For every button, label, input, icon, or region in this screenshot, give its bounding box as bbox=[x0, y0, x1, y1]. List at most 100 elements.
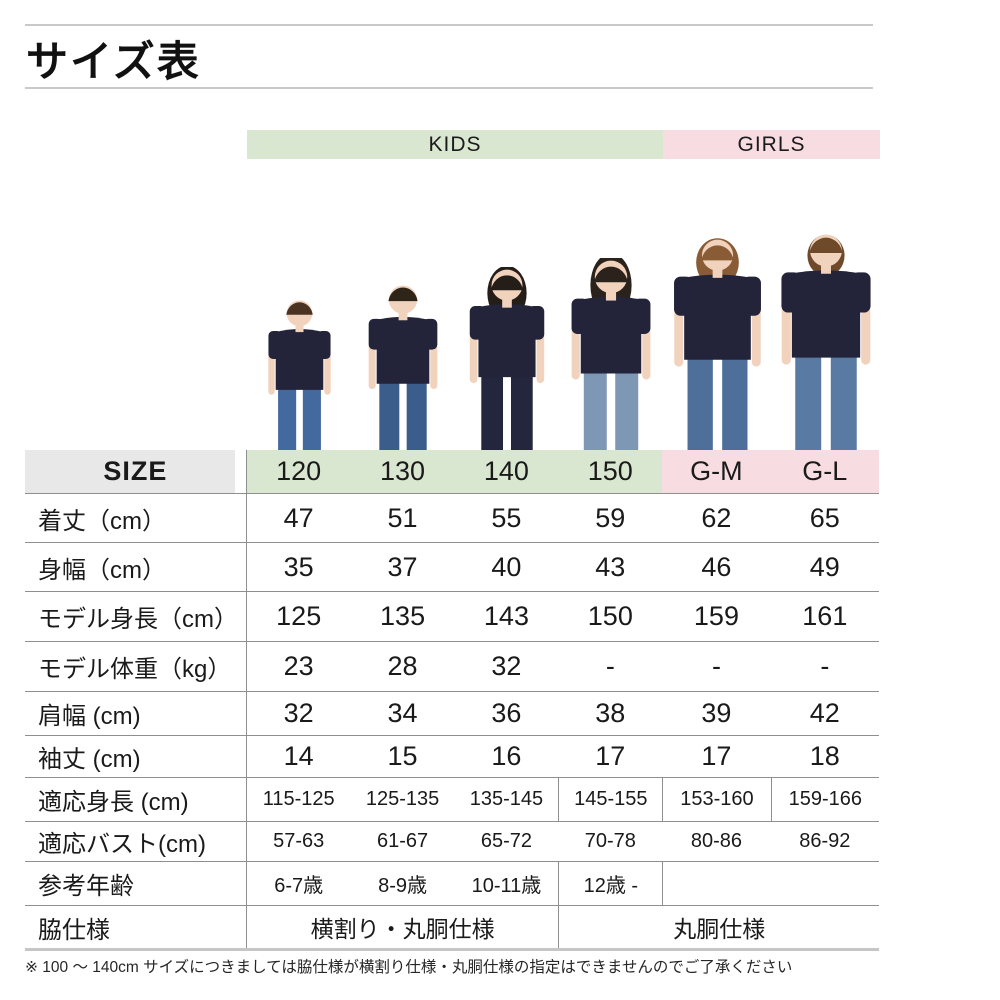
value-cell: 46 bbox=[701, 551, 732, 582]
model-photo-G-M bbox=[658, 237, 777, 455]
value-cell: 65-72 bbox=[480, 830, 533, 852]
row-label: 脇仕様 bbox=[25, 906, 247, 948]
value-cell: 38 bbox=[595, 698, 626, 728]
row-label: モデル体重（kg） bbox=[25, 642, 247, 691]
value-cell: 145-155 bbox=[558, 778, 662, 821]
value-cell: 135 bbox=[380, 601, 426, 631]
table-row: 着丈（cm） 47 51 55 59 62 65 bbox=[25, 494, 879, 543]
value-cell: 57-63 bbox=[273, 830, 325, 852]
row-label: モデル身長（cm） bbox=[25, 592, 247, 641]
value-cell: - bbox=[605, 651, 615, 681]
table-row: 身幅（cm） 35 37 40 43 46 49 bbox=[25, 543, 879, 592]
size-col-header-150: 150 bbox=[558, 450, 663, 493]
value-cell: 16 bbox=[491, 741, 522, 771]
value-cell: 135-145 bbox=[469, 788, 544, 810]
table-row: モデル身長（cm） 125 135 143 150 159 161 bbox=[25, 592, 879, 642]
title-divider bbox=[25, 87, 873, 89]
value-cell: 36 bbox=[491, 698, 522, 728]
table-row: 参考年齢 6-7歳 8-9歳 10-11歳 12歳 - bbox=[25, 862, 879, 906]
value-cell: 65 bbox=[809, 502, 840, 533]
model-photo-150 bbox=[557, 253, 665, 455]
kids-band-label: KIDS bbox=[428, 132, 482, 156]
value-cell: 153-160 bbox=[662, 778, 770, 821]
table-row: 袖丈 (cm) 14 15 16 17 17 18 bbox=[25, 736, 879, 778]
value-cell: 40 bbox=[491, 551, 522, 582]
value-cell: 32 bbox=[283, 698, 314, 728]
value-cell: 55 bbox=[491, 502, 522, 533]
top-divider bbox=[25, 24, 873, 26]
value-cell: 86-92 bbox=[799, 830, 851, 852]
row-label: 身幅（cm） bbox=[25, 543, 247, 591]
table-row: 適応身長 (cm) 115-125 125-135 135-145 145-155 153… bbox=[25, 778, 879, 822]
size-col-header-G-M: G-M bbox=[662, 450, 771, 493]
model-photo-120 bbox=[257, 298, 342, 455]
kids-band: KIDS bbox=[247, 130, 663, 159]
size-col-header-120: 120 bbox=[246, 450, 351, 493]
row-label: 肩幅 (cm) bbox=[25, 692, 247, 735]
value-cell bbox=[662, 862, 770, 905]
value-cell: 150 bbox=[587, 601, 633, 631]
value-cell: 51 bbox=[387, 502, 418, 533]
value-cell: 125 bbox=[276, 601, 322, 631]
table-row: 脇仕様 横割り・丸胴仕様 丸胴仕様 bbox=[25, 906, 879, 948]
merged-value-cell: 横割り・丸胴仕様 bbox=[310, 916, 495, 942]
table-row: モデル体重（kg） 23 28 32 - - - bbox=[25, 642, 879, 692]
value-cell: 49 bbox=[809, 551, 840, 582]
row-label: 適応バスト(cm) bbox=[25, 822, 247, 861]
size-table: SIZE 120 130 140 150 G-M G-L 着丈（cm） 47 51 55 59 62 65… bbox=[25, 450, 879, 951]
value-cell: 161 bbox=[802, 601, 848, 631]
value-cell: 39 bbox=[701, 698, 732, 728]
value-cell: 23 bbox=[283, 651, 314, 681]
value-cell: 17 bbox=[595, 741, 626, 771]
footnote: ※ 100 ～ 140cm サイズにつきましては脇仕様が横割り仕様・丸胴仕様の指… bbox=[25, 959, 793, 976]
row-label: 着丈（cm） bbox=[25, 494, 247, 542]
size-col-header-130: 130 bbox=[350, 450, 455, 493]
merged-value-cell: 丸胴仕様 bbox=[558, 906, 879, 948]
value-cell: 70-78 bbox=[584, 830, 636, 852]
value-cell: 62 bbox=[701, 502, 732, 533]
value-cell bbox=[771, 862, 879, 905]
size-header-label: SIZE bbox=[25, 450, 247, 493]
value-cell: 18 bbox=[809, 741, 840, 771]
value-cell: 35 bbox=[283, 551, 314, 582]
value-cell: 34 bbox=[387, 698, 418, 728]
model-photo-140 bbox=[456, 265, 558, 455]
value-cell: 15 bbox=[387, 741, 418, 771]
page-title: サイズ表 bbox=[26, 38, 201, 85]
value-cell: 17 bbox=[701, 741, 732, 771]
value-cell: 47 bbox=[283, 502, 314, 533]
row-label: 適応身長 (cm) bbox=[25, 778, 247, 821]
row-label: 袖丈 (cm) bbox=[25, 736, 247, 777]
girls-band-label: GIRLS bbox=[737, 132, 806, 156]
value-cell: - bbox=[820, 651, 830, 681]
value-cell: 159-166 bbox=[770, 778, 879, 821]
value-cell: 159 bbox=[693, 601, 739, 631]
girls-band: GIRLS bbox=[663, 130, 880, 159]
table-row: 適応バスト(cm) 57-63 61-67 65-72 70-78 80-86 86-92 bbox=[25, 822, 879, 862]
value-cell: 8-9歳 bbox=[378, 875, 428, 897]
value-cell: 6-7歳 bbox=[274, 875, 324, 897]
value-cell: 28 bbox=[387, 651, 418, 681]
value-cell: 10-11歳 bbox=[471, 875, 542, 897]
table-row: 肩幅 (cm) 32 34 36 38 39 42 bbox=[25, 692, 879, 736]
value-cell: - bbox=[711, 651, 721, 681]
value-cell: 43 bbox=[595, 551, 626, 582]
value-cell: 42 bbox=[809, 698, 840, 728]
value-cell: 14 bbox=[283, 741, 314, 771]
value-cell: 80-86 bbox=[690, 830, 743, 852]
value-cell: 61-67 bbox=[376, 830, 429, 852]
value-cell: 32 bbox=[491, 651, 522, 681]
model-photos bbox=[0, 0, 1000, 450]
value-cell: 125-135 bbox=[365, 788, 440, 810]
row-label: 参考年齢 bbox=[25, 862, 247, 905]
size-col-header-G-L: G-L bbox=[770, 450, 879, 493]
model-photo-G-L bbox=[765, 232, 887, 455]
model-photo-130 bbox=[356, 283, 450, 455]
value-cell: 12歳 - bbox=[558, 862, 662, 905]
category-band: KIDS GIRLS bbox=[247, 130, 880, 159]
value-cell: 143 bbox=[483, 601, 529, 631]
size-col-header-140: 140 bbox=[454, 450, 559, 493]
value-cell: 59 bbox=[595, 502, 626, 533]
value-cell: 37 bbox=[387, 551, 418, 582]
